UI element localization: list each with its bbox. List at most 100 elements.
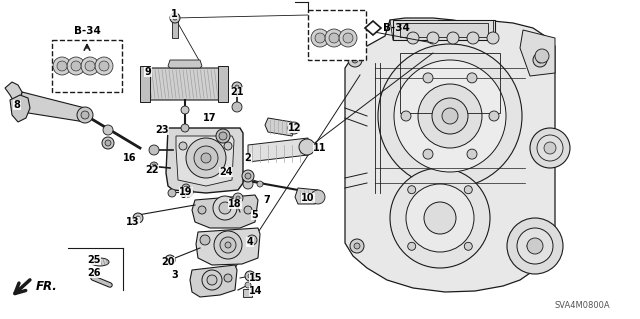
Polygon shape — [192, 195, 258, 228]
Text: 7: 7 — [264, 195, 270, 205]
Text: 19: 19 — [179, 187, 193, 197]
Text: 20: 20 — [161, 257, 175, 267]
Circle shape — [201, 153, 211, 163]
Circle shape — [537, 135, 563, 161]
Circle shape — [527, 238, 543, 254]
Circle shape — [311, 29, 329, 47]
Circle shape — [102, 137, 114, 149]
Polygon shape — [190, 265, 237, 297]
Circle shape — [136, 216, 140, 220]
Circle shape — [150, 162, 158, 170]
Circle shape — [339, 29, 357, 47]
Circle shape — [325, 29, 343, 47]
Circle shape — [194, 146, 218, 170]
Text: 4: 4 — [246, 237, 253, 247]
Circle shape — [179, 142, 187, 150]
Bar — [393, 20, 495, 40]
Circle shape — [77, 107, 93, 123]
Circle shape — [487, 32, 499, 44]
Circle shape — [517, 228, 553, 264]
Circle shape — [424, 202, 456, 234]
Circle shape — [219, 202, 231, 214]
Circle shape — [67, 57, 85, 75]
Text: 26: 26 — [87, 268, 100, 278]
Circle shape — [467, 32, 479, 44]
Text: 23: 23 — [156, 125, 169, 135]
Text: 18: 18 — [228, 199, 242, 209]
Circle shape — [200, 235, 210, 245]
Circle shape — [523, 239, 537, 253]
Circle shape — [186, 138, 226, 178]
Text: 16: 16 — [124, 153, 137, 163]
Circle shape — [219, 132, 227, 140]
Circle shape — [198, 206, 206, 214]
Polygon shape — [172, 18, 178, 38]
Polygon shape — [5, 82, 22, 102]
Circle shape — [288, 122, 300, 134]
Text: 9: 9 — [145, 67, 152, 77]
Polygon shape — [248, 138, 308, 162]
Circle shape — [464, 242, 472, 250]
Circle shape — [133, 213, 143, 223]
Circle shape — [232, 102, 242, 112]
Circle shape — [168, 189, 176, 197]
Circle shape — [408, 242, 416, 250]
Circle shape — [233, 193, 243, 203]
Circle shape — [423, 73, 433, 83]
Circle shape — [236, 196, 240, 200]
Circle shape — [184, 186, 188, 190]
Polygon shape — [176, 136, 234, 186]
Circle shape — [464, 186, 472, 194]
Circle shape — [181, 106, 189, 114]
Circle shape — [348, 53, 362, 67]
Circle shape — [248, 274, 252, 278]
Circle shape — [186, 190, 190, 194]
Circle shape — [183, 187, 193, 197]
Text: SVA4M0800A: SVA4M0800A — [554, 301, 610, 310]
Circle shape — [245, 173, 251, 179]
Circle shape — [225, 242, 231, 248]
Circle shape — [533, 53, 547, 67]
Bar — [400, 23, 488, 37]
Circle shape — [207, 275, 217, 285]
Circle shape — [352, 57, 358, 63]
Polygon shape — [365, 21, 381, 35]
Text: 15: 15 — [249, 273, 263, 283]
Circle shape — [394, 60, 506, 172]
Polygon shape — [168, 60, 202, 68]
Circle shape — [202, 270, 222, 290]
Text: B-34: B-34 — [74, 26, 101, 36]
Circle shape — [170, 13, 180, 23]
Circle shape — [244, 206, 252, 214]
Circle shape — [507, 218, 563, 274]
Text: 13: 13 — [126, 217, 140, 227]
Circle shape — [408, 186, 416, 194]
Circle shape — [168, 258, 172, 262]
Text: 1: 1 — [171, 9, 177, 19]
Circle shape — [489, 111, 499, 121]
Text: B-34: B-34 — [383, 23, 410, 33]
Polygon shape — [20, 92, 88, 122]
Circle shape — [354, 243, 360, 249]
Circle shape — [447, 32, 459, 44]
Polygon shape — [295, 188, 320, 204]
Circle shape — [224, 142, 232, 150]
Circle shape — [81, 111, 89, 119]
Circle shape — [105, 140, 111, 146]
Circle shape — [242, 170, 254, 182]
Circle shape — [173, 16, 177, 20]
Circle shape — [467, 73, 477, 83]
Circle shape — [535, 49, 549, 63]
Circle shape — [527, 243, 533, 249]
Circle shape — [427, 32, 439, 44]
Polygon shape — [520, 30, 555, 76]
Circle shape — [81, 57, 99, 75]
Circle shape — [220, 237, 236, 253]
Polygon shape — [345, 18, 555, 292]
Circle shape — [343, 33, 353, 43]
Text: 8: 8 — [13, 100, 20, 110]
Circle shape — [257, 181, 263, 187]
Circle shape — [152, 164, 156, 168]
Circle shape — [216, 129, 230, 143]
Bar — [52, 40, 122, 92]
